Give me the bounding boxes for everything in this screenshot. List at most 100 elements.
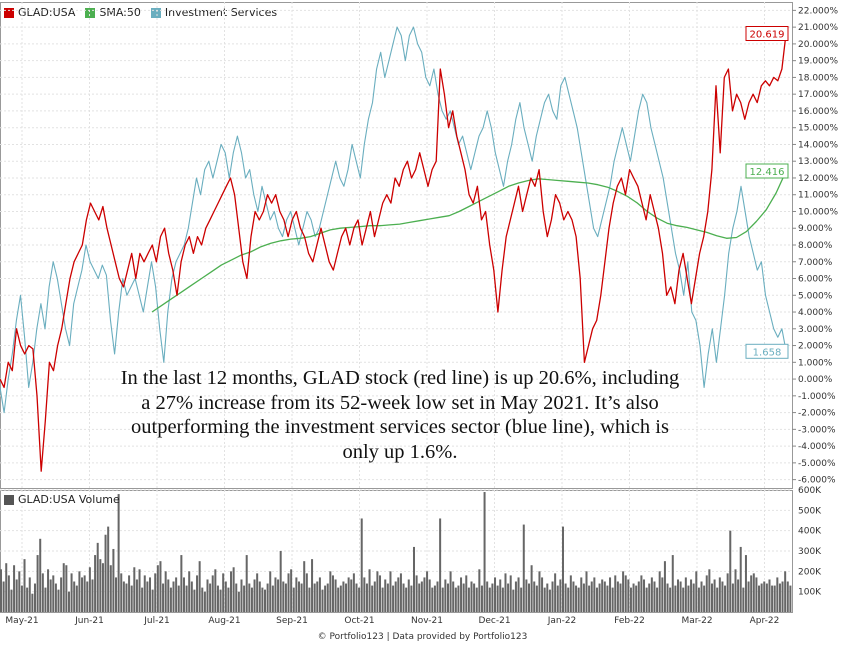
volume-bar xyxy=(107,526,110,612)
volume-bar xyxy=(33,583,36,612)
volume-bar xyxy=(253,579,256,612)
y-tick-label: 10.000% xyxy=(798,207,838,217)
volume-bar xyxy=(397,577,400,612)
volume-bar xyxy=(710,583,713,612)
volume-bar xyxy=(755,577,758,612)
volume-bar xyxy=(509,575,512,612)
volume-bar xyxy=(629,587,632,612)
volume-bar xyxy=(20,585,23,612)
volume-bar xyxy=(172,581,175,612)
volume-bar xyxy=(274,577,277,612)
volume-bar xyxy=(162,583,165,612)
y-tick-label: 13.000% xyxy=(798,157,838,167)
end-label-box xyxy=(745,26,789,41)
x-tick-label: May-21 xyxy=(5,616,38,626)
y-tick-label: 16.000% xyxy=(798,107,838,117)
volume-bar xyxy=(342,581,345,612)
volume-bar xyxy=(724,585,727,612)
volume-bar xyxy=(750,575,753,612)
volume-bar xyxy=(548,589,551,612)
volume-bar xyxy=(345,583,348,612)
y-tick-label: 3.000% xyxy=(798,325,833,335)
legend-item-investment-services: Investment Services xyxy=(150,6,277,19)
volume-bars xyxy=(0,492,792,612)
volume-bar xyxy=(261,587,264,612)
volume-bar xyxy=(154,573,157,612)
volume-bar xyxy=(54,583,57,612)
volume-bar xyxy=(601,579,604,612)
end-label-box xyxy=(745,343,789,359)
y-tick-label: -3.000% xyxy=(798,425,836,435)
volume-bar xyxy=(318,577,321,612)
volume-bar xyxy=(365,583,368,612)
volume-bar xyxy=(734,569,737,612)
x-tick-label: Jul-21 xyxy=(143,616,170,626)
volume-bar xyxy=(731,583,734,612)
volume-tick-label: 600K xyxy=(798,486,822,496)
volume-bar xyxy=(776,577,779,612)
volume-bar xyxy=(379,575,382,612)
volume-bar xyxy=(535,585,538,612)
volume-bar xyxy=(778,583,781,612)
y-tick-label: 22.000% xyxy=(798,6,838,16)
volume-bar xyxy=(737,579,740,612)
volume-bar xyxy=(747,581,750,612)
volume-bar xyxy=(256,573,259,612)
volume-bar xyxy=(541,577,544,612)
volume-bar xyxy=(196,575,199,612)
volume-bar xyxy=(250,587,253,612)
legend-swatch-glad xyxy=(4,7,14,18)
volume-bar xyxy=(582,583,585,612)
legend-label-sma: SMA:50 xyxy=(99,6,141,19)
x-tick-label: Nov-21 xyxy=(411,616,443,626)
volume-bar xyxy=(444,579,447,612)
volume-bar xyxy=(637,581,640,612)
volume-bar xyxy=(305,573,308,612)
volume-bar xyxy=(188,571,191,612)
volume-bar xyxy=(31,593,34,612)
volume-bar xyxy=(758,585,761,612)
x-tick-label: Oct-21 xyxy=(344,616,374,626)
volume-bar xyxy=(180,555,183,612)
legend-item-sma: SMA:50 xyxy=(85,6,141,19)
y-tick-label: 18.000% xyxy=(798,73,838,83)
volume-bar xyxy=(467,587,470,612)
volume-bar xyxy=(551,581,554,612)
volume-bar xyxy=(371,585,374,612)
volume-bar xyxy=(49,579,52,612)
volume-bar xyxy=(784,571,787,612)
volume-bar xyxy=(185,585,188,612)
volume-bar xyxy=(590,581,593,612)
volume-bar xyxy=(556,585,559,612)
volume-bar xyxy=(355,583,358,612)
volume-bar xyxy=(752,573,755,612)
y-tick-label: 4.000% xyxy=(798,308,833,318)
volume-bar xyxy=(331,575,334,612)
x-tick-label: Apr-22 xyxy=(750,616,780,626)
volume-bar xyxy=(399,573,402,612)
volume-bar xyxy=(426,571,429,612)
volume-bar xyxy=(739,546,742,612)
y-tick-label: 11.000% xyxy=(798,191,838,201)
volume-bar xyxy=(491,583,494,612)
volume-bar xyxy=(564,583,567,612)
volume-bar xyxy=(554,573,557,612)
x-tick-label: Aug-21 xyxy=(208,616,240,626)
volume-bar xyxy=(303,561,306,612)
volume-bar xyxy=(760,583,763,612)
volume-bar xyxy=(358,587,361,612)
volume-bar xyxy=(0,569,3,612)
y-tick-label: 6.000% xyxy=(798,275,833,285)
volume-bar xyxy=(384,579,387,612)
volume-bar xyxy=(135,579,138,612)
volume-bar xyxy=(530,565,533,612)
volume-bar xyxy=(206,579,209,612)
volume-bar xyxy=(198,561,201,612)
volume-bar xyxy=(669,587,672,612)
volume-tick-label: 300K xyxy=(798,547,822,557)
volume-bar xyxy=(70,573,73,612)
volume-bar xyxy=(742,587,745,612)
volume-bar xyxy=(627,579,630,612)
volume-bar xyxy=(99,559,102,612)
volume-bar xyxy=(146,581,149,612)
